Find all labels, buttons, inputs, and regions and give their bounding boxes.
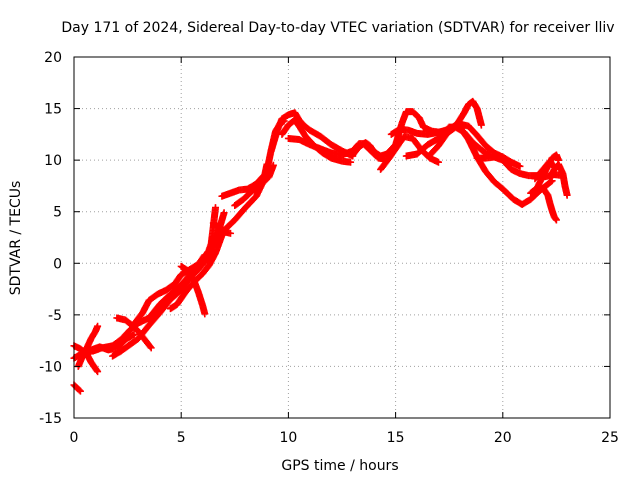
y-tick-label: 5 [53, 205, 62, 221]
y-tick-label: 0 [53, 256, 62, 272]
y-tick-label: 20 [44, 50, 62, 66]
x-tick-label: 15 [387, 430, 405, 446]
x-tick-label: 0 [70, 430, 79, 446]
satellite-track [177, 262, 209, 318]
chart-title: Day 171 of 2024, Sidereal Day-to-day VTE… [61, 20, 614, 36]
data-point [147, 344, 155, 352]
data-point [563, 191, 571, 199]
data-points [70, 97, 571, 395]
data-point [227, 229, 235, 237]
data-point [516, 162, 524, 170]
satellite-track [70, 381, 84, 395]
satellite-track [426, 123, 494, 160]
x-tick-label: 10 [279, 430, 297, 446]
data-point [434, 158, 442, 166]
x-tick-label: 5 [177, 430, 186, 446]
data-point [218, 231, 226, 239]
data-point [94, 322, 102, 330]
satellite-track [209, 219, 235, 237]
y-tick-labels: -15 -10 -5 0 5 10 15 20 [39, 50, 62, 427]
satellite-track [231, 161, 277, 210]
data-point [220, 209, 228, 217]
y-tick-label: 15 [44, 102, 62, 118]
data-point [552, 216, 560, 224]
plot-frame [73, 56, 611, 419]
satellite-track [81, 117, 288, 356]
data-point [130, 330, 138, 338]
data-point [477, 121, 485, 129]
data-point [75, 386, 83, 394]
data-point [550, 163, 558, 171]
y-tick-label: -10 [39, 359, 62, 375]
data-point [146, 343, 154, 351]
data-point [269, 161, 277, 169]
satellite-track [531, 157, 558, 183]
x-axis-label: GPS time / hours [281, 458, 398, 474]
x-tick-label: 25 [601, 430, 619, 446]
data-point [76, 387, 84, 395]
y-axis-label: SDTVAR / TECUs [8, 181, 24, 296]
satellite-track [540, 185, 560, 224]
data-point [201, 310, 209, 318]
axis-ticks [73, 56, 611, 419]
grid-lines [74, 57, 610, 418]
data-point [347, 158, 355, 166]
y-tick-label: 10 [44, 153, 62, 169]
y-tick-label: -5 [48, 308, 62, 324]
y-tick-label: -15 [39, 411, 62, 427]
data-point [212, 204, 220, 212]
data-point [94, 368, 102, 376]
data-point [263, 160, 271, 168]
x-tick-label: 20 [494, 430, 512, 446]
x-tick-labels: 0 5 10 15 20 25 [70, 430, 619, 446]
